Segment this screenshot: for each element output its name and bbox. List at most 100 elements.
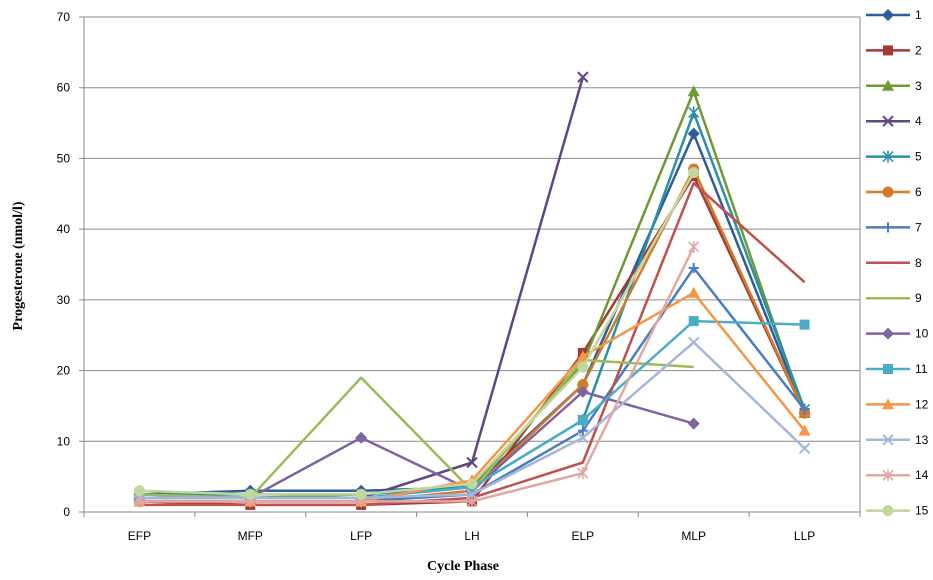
data-point — [799, 404, 810, 415]
legend-label: 14 — [915, 468, 929, 482]
data-point — [244, 488, 256, 500]
data-point — [576, 385, 589, 398]
y-tick-label: 60 — [57, 81, 71, 95]
legend-marker — [882, 79, 894, 91]
y-tick-label: 40 — [57, 222, 71, 236]
legend-label: 8 — [915, 256, 922, 270]
x-axis-ticks: EFP MFP LFP LH ELP MLP LLP — [83, 512, 861, 543]
legend-label: 12 — [915, 397, 929, 411]
series-line — [139, 246, 695, 503]
data-point — [577, 71, 589, 83]
data-point — [466, 495, 478, 508]
series-12 — [133, 286, 811, 507]
series-group — [133, 71, 811, 510]
legend-item: 8 — [866, 256, 922, 270]
legend-item: 5 — [866, 150, 922, 164]
y-tick-label: 70 — [57, 10, 71, 24]
grid-lines — [83, 16, 861, 513]
legend-marker — [882, 505, 894, 517]
series-line — [139, 319, 805, 500]
legend-label: 15 — [915, 504, 929, 518]
data-point — [687, 85, 700, 97]
series-line — [139, 90, 806, 500]
series-line — [139, 390, 695, 500]
data-point — [577, 379, 589, 391]
data-point — [688, 167, 700, 179]
series-14 — [133, 240, 700, 508]
data-point — [466, 456, 478, 469]
data-point — [688, 336, 700, 348]
data-point — [133, 485, 145, 497]
data-point — [688, 240, 700, 253]
legend-item: 6 — [866, 185, 922, 199]
series-1 — [133, 127, 811, 501]
y-tick-label: 20 — [57, 364, 71, 378]
legend-label: 1 — [915, 8, 922, 22]
y-axis-ticks: 0 10 20 30 40 50 60 70 — [57, 10, 84, 519]
x-axis-title: Cycle Phase — [427, 559, 499, 574]
data-point — [577, 425, 588, 436]
data-point — [687, 417, 700, 430]
series-9 — [139, 358, 694, 500]
legend-label: 10 — [915, 327, 929, 341]
x-tick-label: MFP — [238, 529, 263, 543]
x-tick-label: ELP — [572, 529, 595, 543]
data-point — [687, 286, 700, 298]
data-point — [577, 415, 588, 426]
legend-item: 11 — [866, 362, 928, 376]
data-point — [688, 316, 699, 327]
legend-marker — [882, 469, 894, 482]
series-10 — [133, 385, 700, 504]
legend-marker — [882, 327, 894, 340]
series-8 — [139, 181, 806, 507]
y-tick-label: 0 — [63, 505, 70, 519]
legend-label: 4 — [915, 114, 922, 128]
legend-marker — [882, 150, 894, 163]
legend-item: 3 — [866, 79, 922, 93]
x-tick-label: MLP — [681, 529, 706, 543]
data-point — [577, 432, 589, 444]
series-line — [139, 132, 806, 496]
legend-item: 9 — [866, 291, 922, 305]
series-line — [139, 358, 694, 500]
x-tick-label: LLP — [794, 529, 815, 543]
data-point — [799, 319, 810, 330]
legend-marker — [883, 364, 893, 374]
series-6 — [133, 163, 811, 507]
data-point — [355, 488, 367, 500]
legend-label: 7 — [915, 220, 922, 234]
legend-marker — [882, 9, 894, 21]
legend-marker — [882, 186, 894, 198]
y-axis-title: Progesterone (nmol/l) — [11, 201, 26, 330]
legend-marker — [882, 434, 894, 446]
legend-item: 12 — [866, 397, 929, 411]
legend-marker — [882, 398, 894, 410]
y-tick-label: 30 — [57, 293, 71, 307]
legend-item: 1 — [866, 8, 922, 22]
legend-item: 7 — [866, 220, 922, 234]
x-tick-label: LH — [464, 529, 479, 543]
data-point — [577, 361, 589, 373]
series-line — [139, 111, 806, 496]
series-15 — [133, 167, 700, 500]
legend-item: 13 — [866, 433, 929, 447]
legend-item: 14 — [866, 468, 929, 482]
data-point — [133, 495, 145, 508]
legend-marker — [883, 222, 893, 233]
legend-label: 11 — [915, 362, 928, 376]
series-line — [139, 171, 695, 496]
legend-label: 9 — [915, 291, 922, 305]
legend-item: 15 — [866, 504, 929, 518]
legend-marker — [882, 115, 894, 127]
data-point — [355, 431, 368, 444]
x-tick-label: LFP — [350, 529, 372, 543]
y-tick-label: 10 — [57, 434, 71, 448]
data-point — [687, 127, 700, 140]
series-line — [139, 167, 806, 503]
data-point — [798, 442, 811, 455]
legend-label: 13 — [915, 433, 929, 447]
series-line — [139, 174, 806, 507]
data-point — [576, 350, 589, 362]
